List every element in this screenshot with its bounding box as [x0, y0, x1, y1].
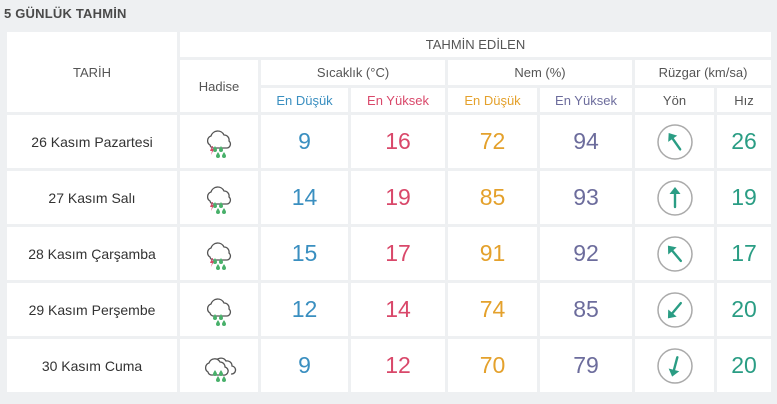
rain-cloud-icon	[180, 283, 258, 336]
header-hadise: Hadise	[180, 60, 258, 112]
temp-high-value: 19	[351, 171, 445, 224]
row-date: 28 Kasım Çarşamba	[7, 227, 177, 280]
subheader-yon: Yön	[635, 88, 714, 112]
temp-low-value: 12	[261, 283, 348, 336]
hum-low-value: 85	[448, 171, 537, 224]
wind-direction-icon	[635, 339, 714, 392]
header-nem: Nem (%)	[448, 60, 632, 85]
temp-low-value: 15	[261, 227, 348, 280]
rain-double-cloud-icon	[180, 339, 258, 392]
header-tarih: TARİH	[7, 32, 177, 112]
hum-high-value: 93	[540, 171, 632, 224]
hum-high-value: 85	[540, 283, 632, 336]
wind-speed-value: 19	[717, 171, 771, 224]
wind-speed-value: 17	[717, 227, 771, 280]
hum-low-value: 70	[448, 339, 537, 392]
temp-low-value: 9	[261, 115, 348, 168]
header-ruzgar: Rüzgar (km/sa)	[635, 60, 771, 85]
temp-low-value: 14	[261, 171, 348, 224]
subheader-hum-high: En Yüksek	[540, 88, 632, 112]
wind-speed-value: 20	[717, 339, 771, 392]
thunder-rain-cloud-icon	[180, 227, 258, 280]
hum-high-value: 79	[540, 339, 632, 392]
thunder-rain-cloud-icon	[180, 171, 258, 224]
hum-low-value: 74	[448, 283, 537, 336]
row-date: 26 Kasım Pazartesi	[7, 115, 177, 168]
wind-direction-icon	[635, 227, 714, 280]
wind-direction-icon	[635, 171, 714, 224]
row-date: 29 Kasım Perşembe	[7, 283, 177, 336]
wind-direction-icon	[635, 115, 714, 168]
temp-high-value: 14	[351, 283, 445, 336]
thunder-rain-cloud-icon	[180, 115, 258, 168]
temp-high-value: 16	[351, 115, 445, 168]
wind-speed-value: 20	[717, 283, 771, 336]
temp-high-value: 12	[351, 339, 445, 392]
hum-low-value: 72	[448, 115, 537, 168]
page-title: 5 GÜNLÜK TAHMİN	[4, 6, 127, 21]
subheader-hiz: Hız	[717, 88, 771, 112]
header-sicaklik: Sıcaklık (°C)	[261, 60, 445, 85]
temp-high-value: 17	[351, 227, 445, 280]
header-tahmin-edilen: TAHMİN EDİLEN	[180, 32, 771, 57]
subheader-temp-low: En Düşük	[261, 88, 348, 112]
row-date: 30 Kasım Cuma	[7, 339, 177, 392]
subheader-temp-high: En Yüksek	[351, 88, 445, 112]
hum-high-value: 94	[540, 115, 632, 168]
subheader-hum-low: En Düşük	[448, 88, 537, 112]
temp-low-value: 9	[261, 339, 348, 392]
wind-direction-icon	[635, 283, 714, 336]
hum-low-value: 91	[448, 227, 537, 280]
wind-speed-value: 26	[717, 115, 771, 168]
hum-high-value: 92	[540, 227, 632, 280]
row-date: 27 Kasım Salı	[7, 171, 177, 224]
